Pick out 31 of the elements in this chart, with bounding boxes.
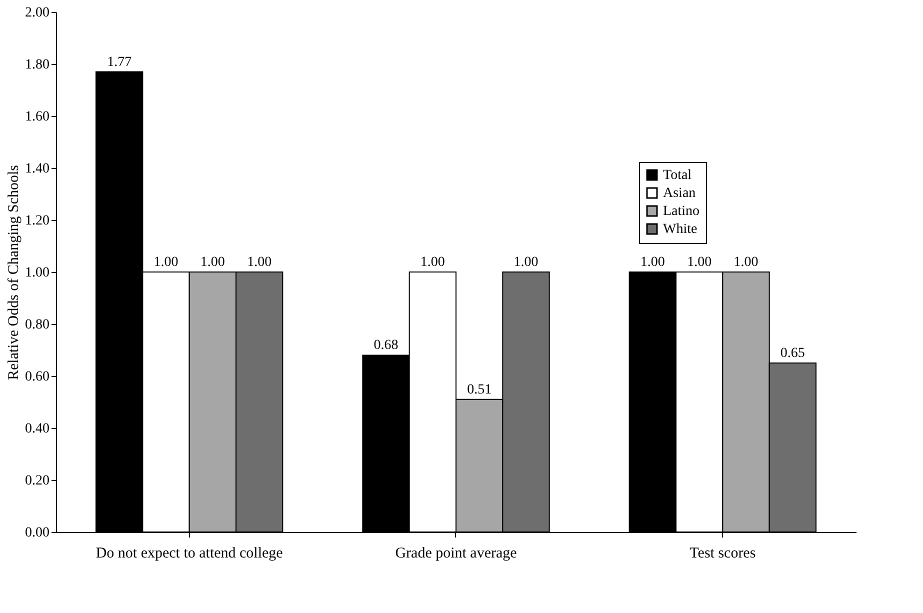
y-tick-label: 0.60: [25, 370, 50, 384]
y-tick-label: 1.60: [25, 110, 50, 124]
data-label: 0.51: [467, 382, 492, 398]
legend-label: White: [663, 222, 698, 237]
data-label: 1.00: [514, 255, 538, 270]
y-tick-label: 0.20: [25, 474, 50, 488]
x-tick-label: Do not expect to attend college: [96, 546, 284, 562]
y-tick-label: 1.20: [25, 214, 50, 228]
y-tick-label: 1.80: [25, 58, 50, 72]
data-label: 1.77: [107, 54, 132, 70]
data-label: 1.00: [420, 255, 445, 270]
legend-label: Asian: [663, 186, 696, 201]
data-label: 1.00: [154, 255, 178, 270]
y-tick-label: 1.00: [25, 266, 50, 280]
x-tick-label: Grade point average: [395, 546, 518, 562]
y-axis-title: Relative Odds of Changing Schools: [6, 164, 22, 380]
legend-label: Latino: [663, 204, 700, 219]
data-label: 1.00: [734, 255, 758, 270]
data-label: 0.68: [374, 338, 398, 354]
legend-label: Total: [663, 168, 692, 183]
y-tick-label: 0.00: [25, 526, 50, 540]
y-tick-label: 0.80: [25, 318, 50, 332]
data-label: 1.00: [640, 255, 665, 270]
data-label: 1.00: [687, 255, 712, 270]
y-tick-label: 0.40: [25, 422, 50, 436]
data-label: 0.65: [780, 346, 805, 361]
data-label: 1.00: [247, 255, 272, 270]
data-label: 1.00: [200, 255, 225, 270]
y-tick-label: 1.40: [25, 162, 50, 176]
y-tick-label: 2.00: [25, 6, 50, 20]
x-tick-label: Test scores: [690, 546, 756, 562]
